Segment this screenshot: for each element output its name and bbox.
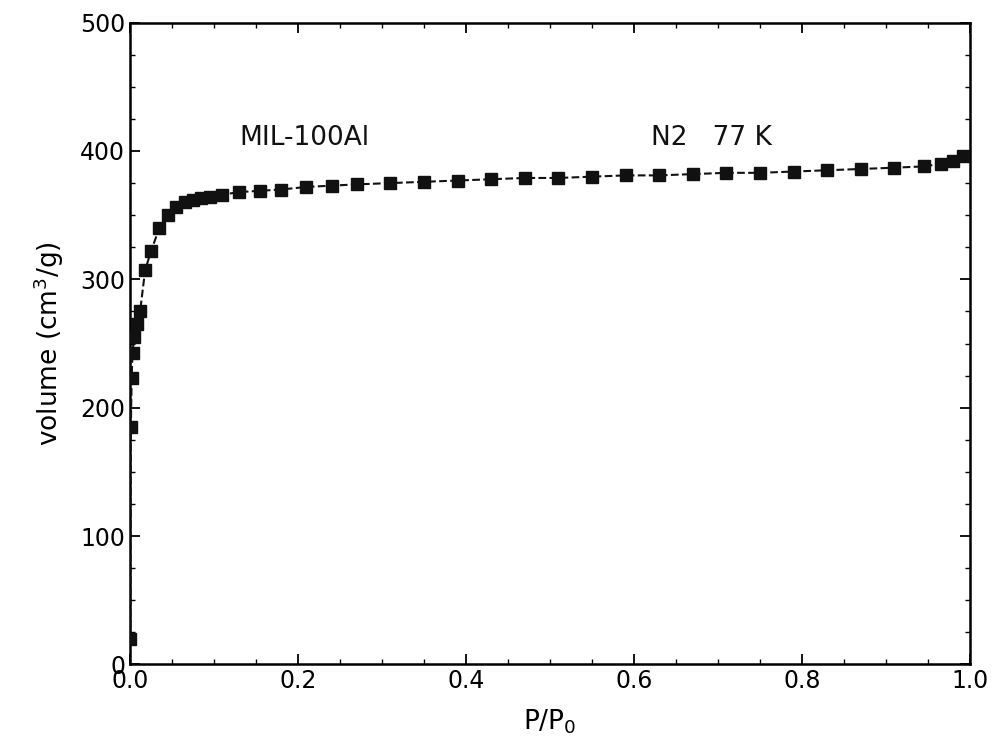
Text: MIL-100Al: MIL-100Al <box>239 125 369 151</box>
Y-axis label: volume (cm$^3$/g): volume (cm$^3$/g) <box>31 241 66 446</box>
Text: N2   77 K: N2 77 K <box>651 125 772 151</box>
X-axis label: P/P$_0$: P/P$_0$ <box>523 707 577 735</box>
